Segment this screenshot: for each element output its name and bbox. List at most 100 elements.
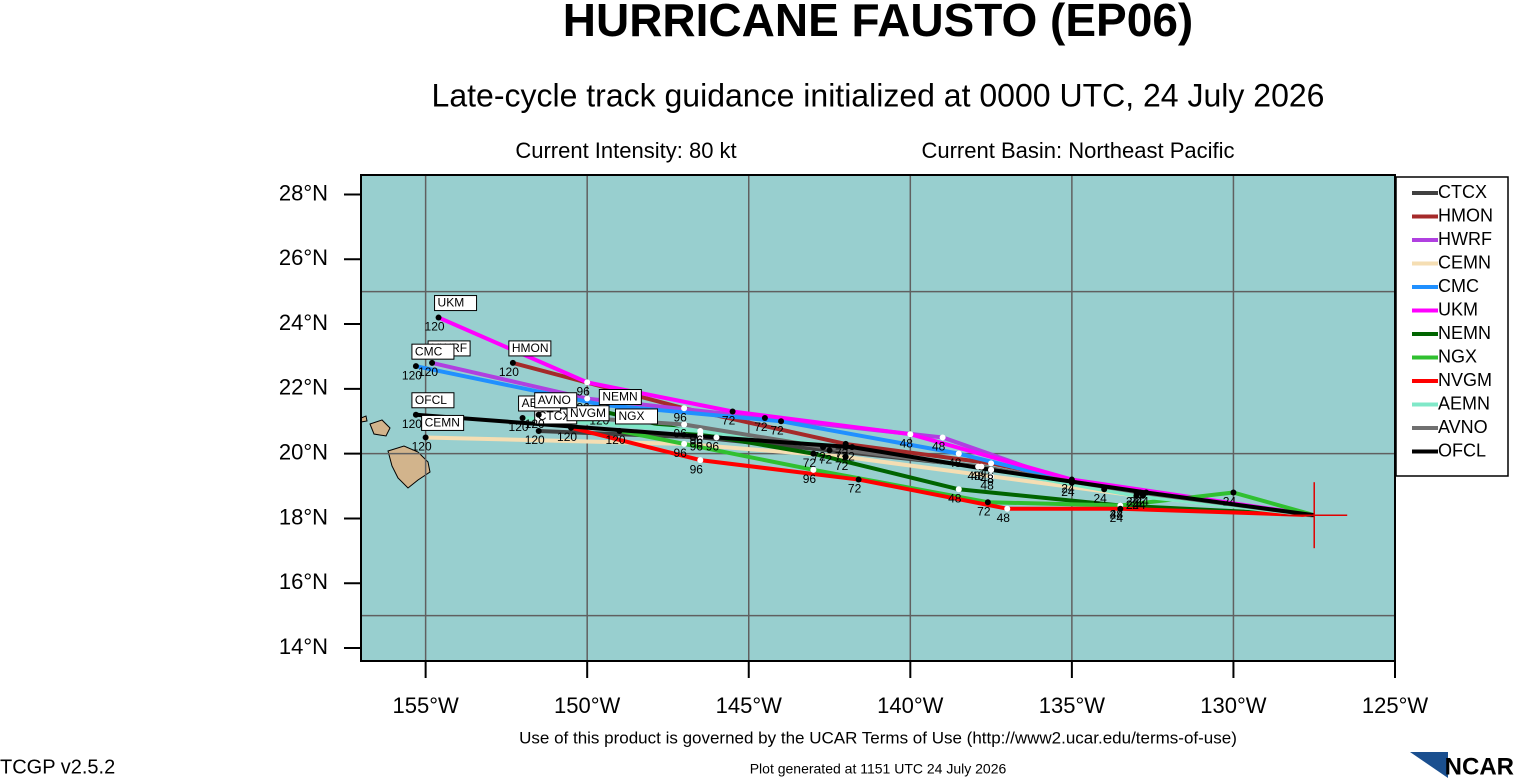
- x-tick-label: 135°W: [1039, 693, 1106, 718]
- model-tag: AVNO: [538, 393, 571, 407]
- y-tick-label: 14°N: [279, 634, 328, 659]
- island: [369, 419, 391, 437]
- model-tag: CMC: [415, 344, 443, 358]
- track-point: [681, 405, 688, 412]
- track-point: [1068, 476, 1075, 483]
- legend-label: NGX: [1438, 346, 1477, 366]
- track-point: [849, 444, 856, 451]
- track-point: [842, 444, 849, 451]
- track-point: [1101, 486, 1108, 493]
- model-tag-box: [508, 340, 552, 357]
- x-tick-label: 140°W: [877, 693, 944, 718]
- hour-label: 96: [690, 436, 704, 450]
- map-frame: [360, 174, 1396, 662]
- legend-label: HWRF: [1438, 229, 1492, 249]
- model-tag-box: [434, 295, 478, 312]
- track-line: [415, 412, 1315, 518]
- track-point: [584, 395, 591, 402]
- y-tick-label: 26°N: [279, 245, 328, 270]
- hour-label: 48: [967, 469, 981, 483]
- x-tick-label: 130°W: [1200, 693, 1267, 718]
- track-line: [570, 425, 1315, 518]
- track-point: [584, 379, 591, 386]
- legend-label: AVNO: [1438, 417, 1488, 437]
- hour-label: 96: [690, 433, 704, 447]
- track-point: [412, 363, 419, 370]
- chart-title: HURRICANE FAUSTO (EP06): [563, 0, 1193, 46]
- hour-label: 120: [425, 320, 445, 334]
- track-point: [955, 450, 962, 457]
- hour-label: 24: [1129, 495, 1143, 509]
- track-point: [988, 473, 995, 480]
- hour-label: 96: [577, 385, 591, 399]
- track-point: [509, 359, 516, 366]
- hour-label: 48: [971, 469, 985, 483]
- legend-label: UKM: [1438, 299, 1478, 319]
- hour-label: 24: [1126, 498, 1140, 512]
- track-point: [681, 421, 688, 428]
- basin: Current Basin: Northeast Pacific: [921, 138, 1234, 163]
- model-tag-box: [566, 405, 610, 422]
- track-point: [939, 434, 946, 441]
- hour-label: 24: [1126, 498, 1140, 512]
- track-point: [820, 444, 827, 451]
- track-point: [535, 427, 542, 434]
- hour-label: 48: [980, 478, 994, 492]
- hour-label: 72: [835, 449, 849, 463]
- track-point: [988, 460, 995, 467]
- track-point: [519, 415, 526, 421]
- track-point: [1143, 489, 1150, 496]
- track-point: [697, 457, 704, 464]
- hour-label: 72: [754, 420, 768, 434]
- intensity: Current Intensity: 80 kt: [515, 138, 736, 163]
- hour-label: 48: [948, 456, 962, 470]
- hour-label: 96: [803, 472, 817, 486]
- hour-label: 48: [997, 511, 1011, 525]
- hour-label: 120: [402, 368, 422, 382]
- track-point: [810, 466, 817, 473]
- track-point: [955, 486, 962, 493]
- hour-label: 72: [803, 456, 817, 470]
- model-tag: UKM: [438, 296, 465, 310]
- hour-label: 120: [412, 440, 432, 454]
- y-tick-label: 18°N: [279, 504, 328, 529]
- track-point: [729, 408, 736, 415]
- island: [387, 445, 431, 489]
- hour-label: 96: [673, 410, 687, 424]
- model-tag-box: [534, 392, 578, 409]
- legend-label: NEMN: [1438, 323, 1491, 343]
- track-point: [681, 440, 688, 447]
- legend-label: NVGM: [1438, 370, 1492, 390]
- y-tick-label: 24°N: [279, 310, 328, 335]
- hour-label: 96: [706, 440, 720, 454]
- legend-label: HMON: [1438, 205, 1493, 225]
- hour-label: 24: [1132, 498, 1146, 512]
- x-tick-label: 150°W: [554, 693, 621, 718]
- track-point: [412, 411, 419, 418]
- track-point: [713, 434, 720, 441]
- track-point: [1136, 489, 1143, 496]
- y-tick-label: 28°N: [279, 180, 328, 205]
- track-point: [697, 427, 704, 434]
- track-point: [1004, 505, 1011, 512]
- hawaii: [360, 415, 431, 489]
- hour-label: 96: [690, 462, 704, 476]
- track-point: [855, 476, 862, 483]
- hour-label: 24: [1223, 495, 1237, 509]
- model-tag: NEMN: [602, 390, 637, 404]
- legend-label: CMC: [1438, 276, 1479, 296]
- legend-label: CTCX: [1438, 182, 1487, 202]
- x-tick-label: 145°W: [716, 693, 783, 718]
- footer: Use of this product is governed by the U…: [519, 728, 1237, 747]
- chart-subtitle: Late-cycle track guidance initialized at…: [432, 77, 1325, 113]
- track-point: [826, 447, 833, 454]
- hour-label: 96: [673, 427, 687, 441]
- track-point: [810, 450, 817, 457]
- map-background: [361, 175, 1395, 661]
- logo: NCAR: [1445, 753, 1514, 780]
- x-tick-label: 155°W: [392, 693, 459, 718]
- track-point: [984, 499, 991, 506]
- y-tick-label: 20°N: [279, 439, 328, 464]
